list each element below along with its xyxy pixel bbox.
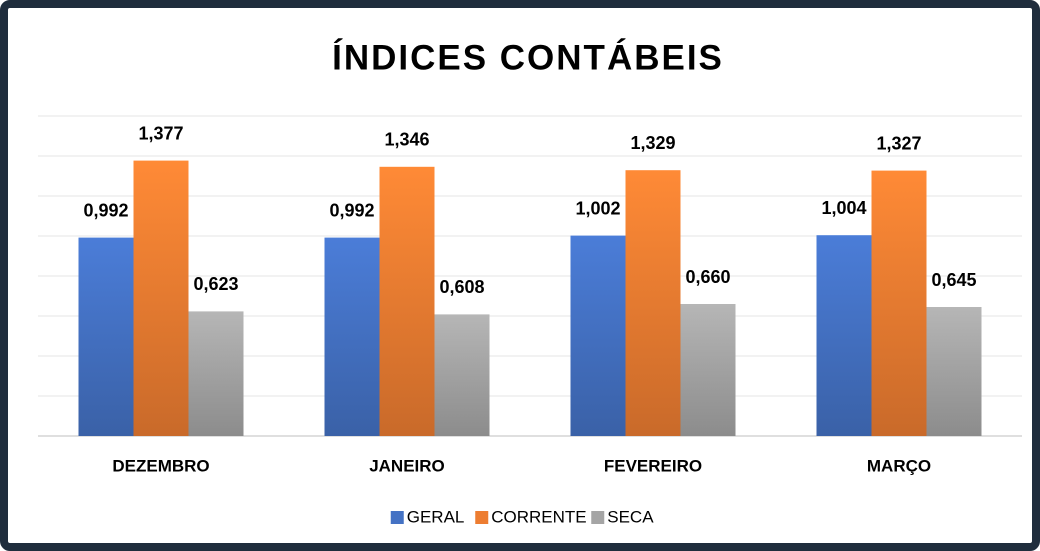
data-label: 0,992 <box>83 200 128 220</box>
x-tick-label: DEZEMBRO <box>112 456 209 475</box>
data-label: 0,645 <box>931 270 976 290</box>
data-label: 0,660 <box>685 267 730 287</box>
bar <box>188 311 244 436</box>
bar <box>570 235 626 436</box>
bar <box>379 166 435 437</box>
data-label: 1,377 <box>138 123 183 143</box>
bar <box>680 304 736 436</box>
data-label: 0,623 <box>193 274 238 294</box>
bar <box>78 237 134 436</box>
legend-swatch <box>591 511 605 524</box>
legend-label: GERAL <box>407 507 465 526</box>
bar <box>434 314 490 436</box>
data-label: 0,992 <box>329 200 374 220</box>
data-label: 1,346 <box>384 130 429 150</box>
x-tick-label: JANEIRO <box>369 456 445 475</box>
x-tick-label: FEVEREIRO <box>604 456 702 475</box>
legend-label: SECA <box>607 507 654 526</box>
bar <box>324 237 380 436</box>
bar <box>816 235 872 436</box>
legend-swatch <box>475 511 489 524</box>
legend-swatch <box>390 511 404 524</box>
bar <box>871 170 927 436</box>
chart-title: ÍNDICES CONTÁBEIS <box>332 37 724 77</box>
data-label: 1,004 <box>821 198 866 218</box>
x-tick-label: MARÇO <box>867 456 931 475</box>
data-label: 1,327 <box>876 133 921 153</box>
data-label: 0,608 <box>439 277 484 297</box>
legend-label: CORRENTE <box>491 507 586 526</box>
data-label: 1,329 <box>630 133 675 153</box>
data-label: 1,002 <box>575 198 620 218</box>
bar <box>625 170 681 436</box>
bar <box>926 307 982 436</box>
bar <box>133 160 189 436</box>
